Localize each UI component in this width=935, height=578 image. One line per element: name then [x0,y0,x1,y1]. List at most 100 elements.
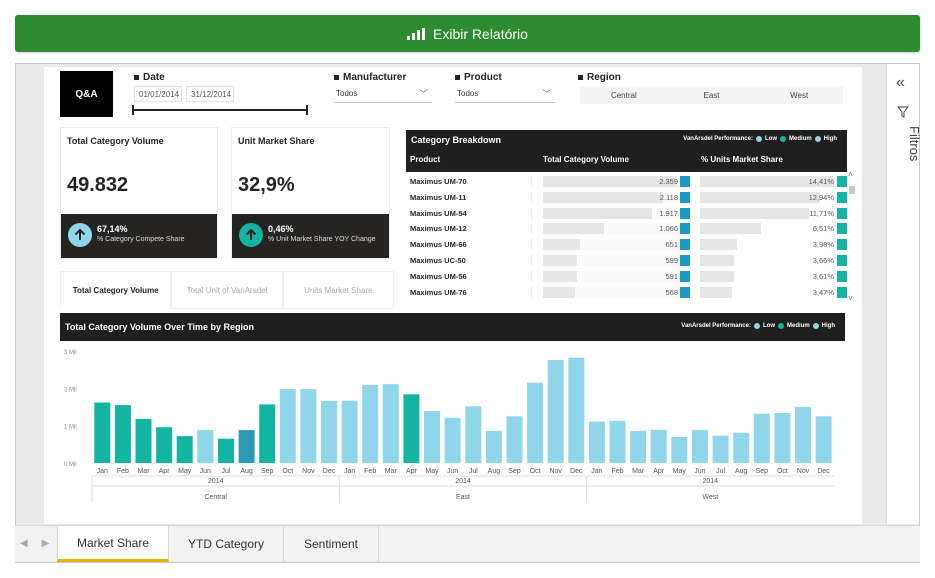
table-row[interactable]: Maximus UM-54 1.917 11,71% [406,206,847,222]
region-option-east[interactable]: East [703,91,720,100]
chart-bar [279,389,296,463]
volume-value: 591 [665,271,678,281]
date-start-input[interactable]: 01/01/2014 [134,86,182,102]
x-tick-label: Jan [344,468,355,475]
chart-bar [795,407,811,463]
region-option-central[interactable]: Central [610,91,637,100]
chart-bar [630,430,647,463]
y-tick-label: 2 Mil [64,387,77,393]
card-change-pct: 67,14% [97,224,128,234]
volume-kpi-swatch [680,176,690,187]
date-range-slider[interactable] [132,105,308,115]
chart-bar [300,389,317,463]
x-tick-label: May [673,468,687,475]
prev-page-icon[interactable]: ◀ [20,538,28,549]
x-tick-label: Oct [282,468,293,475]
x-tick-label: Jun [447,468,458,475]
x-tick-label: Jul [469,468,478,475]
product-dropdown[interactable]: Todos ﹀ [455,86,555,103]
column-header-volume[interactable]: Total Category Volume [543,155,629,164]
x-tick-label: Feb [611,468,623,475]
tab-total-category-volume[interactable]: Total Category Volume [60,271,172,309]
volume-kpi-swatch [680,207,690,219]
scroll-thumb[interactable] [849,186,855,194]
next-page-icon[interactable]: ▶ [41,538,50,549]
view-report-button[interactable]: Exibir Relatório [15,15,920,52]
share-value: 3,61% [812,271,834,281]
table-row[interactable]: Maximus UM-66 651 3,98% [406,237,847,253]
filter-icon [896,106,910,121]
column-header-share[interactable]: % Units Market Share [701,155,783,164]
scroll-down-icon[interactable]: ˅ [848,294,853,303]
manufacturer-dropdown[interactable]: Todos ﹀ [334,86,432,103]
cell-divider [531,176,532,188]
collapse-chevron-icon[interactable]: « [896,74,905,91]
volume-over-time-chart: Total Category Volume Over Time by Regio… [60,313,845,509]
chart-bar [465,406,482,463]
report-canvas: Q&A Date 01/01/2014 31/12/2014 Manufactu… [44,67,862,524]
x-tick-label: Oct [530,468,541,475]
x-tick-label: Apr [159,468,171,475]
x-tick-label: Jun [694,468,705,475]
share-kpi-swatch [837,254,847,266]
kpi-card-unit-market-share: Unit Market Share 32,9% 0,46% % Unit Mar… [231,127,390,259]
table-row[interactable]: Maximus UM-11 2.118 12,94% [406,190,847,206]
volume-bar [543,191,663,203]
share-kpi-swatch [837,223,847,235]
chart-bar [218,438,234,463]
region-option-west[interactable]: West [790,91,809,100]
product-name: Maximus UM-12 [410,224,467,234]
arrow-up-icon [68,223,92,247]
table-row[interactable]: Maximus UC-50 599 3,66% [406,253,847,269]
scroll-up-icon[interactable]: ˄ [848,170,853,179]
table-scrollbar[interactable]: ˄ ˅ [848,170,855,303]
table-row[interactable]: Maximus UM-70 2.359 14,41% [406,174,847,190]
share-kpi-swatch [837,207,847,219]
volume-kpi-swatch [680,223,690,235]
legend-dot [812,323,819,329]
card-title: Total Category Volume [67,136,164,146]
filters-panel[interactable]: « Filtros [886,64,922,524]
x-tick-label: Aug [240,468,253,475]
chart-bar [568,357,585,463]
product-name: Maximus UM-66 [410,240,467,250]
table-row[interactable]: Maximus UM-56 591 3,61% [406,269,847,285]
chevron-down-icon: ﹀ [418,89,428,99]
chart-bar [609,420,626,463]
volume-bar [543,254,577,266]
x-tick-label: Dec [323,468,336,475]
cell-divider [531,254,532,267]
chart-title: Total Category Volume Over Time by Regio… [65,322,255,332]
volume-value: 568 [665,287,678,297]
chart-bar [485,430,502,463]
kpi-card-total-category-volume: Total Category Volume 49.832 67,14% % Ca… [60,127,218,259]
page-tab-market-share[interactable]: Market Share [57,526,169,562]
page-tab-sentiment[interactable]: Sentiment [284,526,379,562]
table-row[interactable]: Maximus UM-12 1.066 6,51% [406,221,847,237]
share-value: 3,47% [812,287,834,297]
product-name: Maximus UM-54 [410,208,467,218]
x-tick-label: Jan [97,468,108,475]
page-tab-ytd-category[interactable]: YTD Category [169,526,284,562]
x-tick-label: Nov [797,468,810,475]
tab-units-market-share[interactable]: Units Market Share [282,271,394,309]
column-header-product[interactable]: Product [410,155,441,164]
tab-total-unit-vanarsdel[interactable]: Total Unit of VanArsdel [171,271,283,309]
chart-bar [362,385,379,463]
volume-value: 651 [665,240,678,250]
volume-value: 2.118 [659,192,678,202]
cell-divider [531,286,532,299]
chart-bar [588,421,605,463]
legend-dot [755,136,762,142]
share-bar [700,270,734,282]
chart-bar [176,436,193,463]
cell-divider [531,239,532,252]
product-name: Maximus UC-50 [410,255,466,265]
qa-button[interactable]: Q&A [60,71,113,117]
table-row[interactable]: Maximus UM-76 568 3,47% [406,285,847,301]
card-change-label: % Unit Market Share YOY Change [268,236,376,243]
date-end-input[interactable]: 31/12/2014 [186,86,234,102]
share-kpi-swatch [837,191,847,203]
share-value: 11,71% [809,208,834,218]
arrow-up-icon [239,223,263,247]
